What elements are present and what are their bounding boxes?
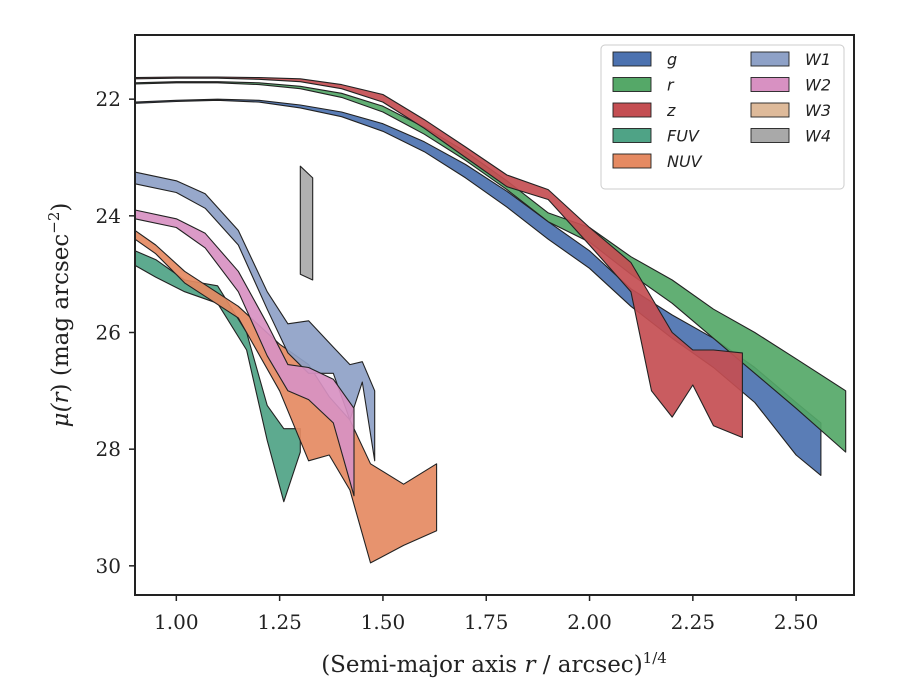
- y-tick-label: 26: [96, 321, 121, 345]
- x-tick-label: 2.25: [671, 610, 716, 634]
- series-band-w1: [134, 171, 376, 462]
- legend-swatch-g: [612, 51, 652, 67]
- legend-swatch-w2: [750, 77, 790, 92]
- legend-swatch-nuv: [612, 153, 652, 169]
- legend-label-nuv: NUV: [667, 152, 703, 171]
- y-tick-label: 22: [96, 87, 121, 111]
- plot-frame: [134, 34, 855, 596]
- x-tick-label: 2.50: [774, 610, 819, 634]
- legend-label-w4: W4: [805, 127, 831, 146]
- legend-label-fuv: FUV: [667, 127, 700, 146]
- legend-label-w3: W3: [805, 101, 831, 120]
- legend-label-z: z: [666, 101, 676, 120]
- y-axis-label: μ(r) (mag arcsec−2): [45, 203, 74, 428]
- legend: grz FUV NUV W1 W2 W3 W4: [600, 44, 845, 190]
- x-tick-label: 1.50: [361, 610, 406, 634]
- legend-swatch-z: [612, 102, 652, 118]
- legend-label-w2: W2: [805, 76, 831, 95]
- legend-swatch-w4: [750, 128, 790, 143]
- legend-swatch-fuv: [612, 128, 652, 143]
- legend-label-g: g: [667, 50, 677, 69]
- x-tick-label: 1.00: [154, 610, 199, 634]
- y-tick-label: 30: [96, 554, 121, 578]
- y-tick-label: 24: [96, 204, 121, 228]
- legend-label-w1: W1: [805, 50, 831, 69]
- series-layer: [134, 76, 847, 564]
- ticks-layer: 1.00 1.25 1.50 1.75 2.00 2.25 2.50 22 24 26 28 30: [96, 87, 819, 634]
- x-axis-label: (Semi-major axis r / arcsec)1/4: [321, 649, 667, 678]
- legend-label-r: r: [667, 76, 675, 95]
- x-tick-label: 2.00: [567, 610, 612, 634]
- y-tick-label: 28: [96, 437, 121, 461]
- legend-swatch-w1: [750, 51, 790, 67]
- legend-swatch-w3: [750, 102, 790, 118]
- x-tick-label: 1.75: [464, 610, 509, 634]
- x-tick-label: 1.25: [257, 610, 302, 634]
- series-band-w4: [299, 165, 314, 281]
- series-band-g: [134, 98, 822, 476]
- series-band-z: [134, 76, 743, 439]
- legend-swatch-r: [612, 77, 652, 92]
- series-band-w2: [134, 209, 355, 497]
- series-band-r: [134, 81, 847, 453]
